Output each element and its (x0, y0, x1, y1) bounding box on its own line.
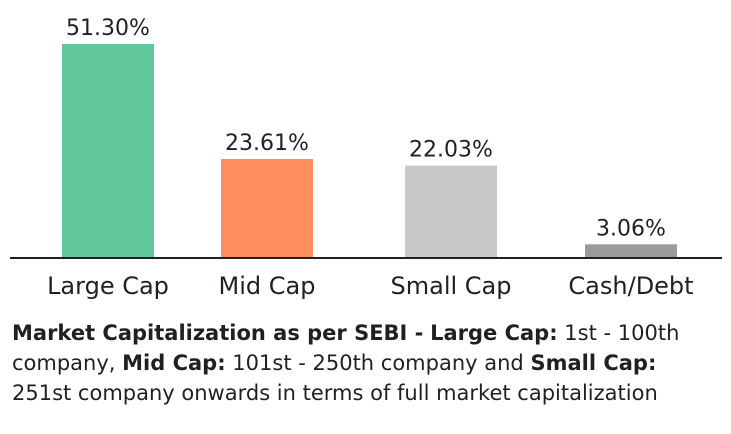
category-label: Large Cap (47, 272, 169, 300)
bar-chart: 51.30% Large Cap 23.61% Mid Cap 22.03% Small … (10, 16, 722, 300)
footnote-small-label: Small Cap: (530, 351, 657, 375)
bar-cash-debt (585, 244, 677, 257)
footnote-large-text: 1st - 100th company, (12, 321, 680, 375)
category-label: Cash/Debt (568, 272, 693, 300)
category-label: Small Cap (391, 272, 512, 300)
data-label: 51.30% (66, 16, 150, 41)
footnote-lead: Market Capitalization as per SEBI - (12, 321, 424, 345)
data-label: 3.06% (596, 216, 666, 241)
bar-mid-cap (221, 158, 313, 257)
footnote-mid-text: 101st - 250th company and (232, 351, 524, 375)
bar-small-cap (405, 165, 497, 257)
data-label: 23.61% (225, 131, 309, 156)
footnote-small-text: 251st company onwards in terms of full m… (12, 381, 658, 405)
bar-large-cap (62, 44, 154, 257)
footnote-mid-label: Mid Cap: (122, 351, 226, 375)
footnote-large-label: Large Cap: (430, 321, 558, 345)
data-label: 22.03% (409, 138, 493, 163)
category-label: Mid Cap (219, 272, 316, 300)
market-cap-footnote: Market Capitalization as per SEBI - Larg… (12, 318, 722, 408)
